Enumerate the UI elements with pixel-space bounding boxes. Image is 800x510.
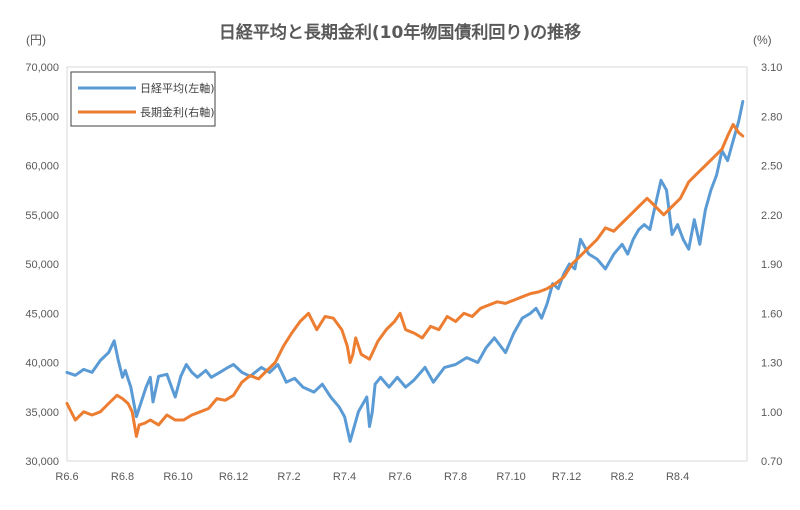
- y-left-tick-label: 30,000: [25, 456, 59, 468]
- x-axis: R6.6 R6.8 R6.10 R6.12 R7.2 R7.4 R7.6 R7.8 R7.10 R…: [55, 471, 689, 483]
- right-axis-unit: (%): [753, 33, 772, 47]
- y-left-tick-label: 35,000: [25, 407, 59, 419]
- x-tick-label: R7.6: [388, 471, 411, 483]
- left-axis: 30,000 35,000 40,000 45,000 50,000 55,000 60,0…: [25, 62, 59, 468]
- series-line-nikkei: [65, 100, 745, 443]
- y-left-tick-label: 70,000: [25, 62, 59, 74]
- y-right-tick-label: 1.90: [761, 259, 782, 271]
- chart-title: 日経平均と長期金利(10年物国債利回り)の推移: [219, 22, 581, 43]
- series-line-yield: [65, 123, 745, 438]
- x-tick-label: R6.12: [219, 471, 248, 483]
- y-left-tick-label: 55,000: [25, 210, 59, 222]
- y-right-tick-label: 2.50: [761, 161, 782, 173]
- y-left-tick-label: 45,000: [25, 308, 59, 320]
- y-right-tick-label: 3.10: [761, 62, 782, 74]
- y-right-tick-label: 2.20: [761, 210, 782, 222]
- plot-area: [66, 66, 748, 462]
- right-axis: 0.70 1.00 1.30 1.60 1.90 2.20 2.50 2.80 3.10: [761, 62, 782, 468]
- legend-label-yield: 長期金利(右軸): [140, 105, 215, 119]
- series-lines: [65, 100, 745, 443]
- x-tick-label: R8.2: [610, 471, 633, 483]
- y-right-tick-label: 1.60: [761, 308, 782, 320]
- x-tick-label: R7.12: [552, 471, 581, 483]
- x-tick-label: R6.10: [163, 471, 192, 483]
- legend-box: [70, 71, 216, 127]
- legend: 日経平均(左軸) 長期金利(右軸): [70, 71, 216, 127]
- x-tick-label: R7.2: [277, 471, 300, 483]
- y-right-tick-label: 0.70: [761, 456, 782, 468]
- legend-label-nikkei: 日経平均(左軸): [140, 81, 215, 95]
- y-right-tick-label: 1.00: [761, 407, 782, 419]
- y-left-tick-label: 50,000: [25, 259, 59, 271]
- left-axis-unit: (円): [26, 33, 46, 47]
- y-left-tick-label: 60,000: [25, 161, 59, 173]
- x-tick-label: R7.8: [444, 471, 467, 483]
- y-left-tick-label: 40,000: [25, 358, 59, 370]
- y-right-tick-label: 2.80: [761, 111, 782, 123]
- x-tick-label: R6.6: [55, 471, 78, 483]
- y-right-tick-label: 1.30: [761, 358, 782, 370]
- x-tick-label: R6.8: [111, 471, 134, 483]
- x-tick-label: R7.4: [333, 471, 356, 483]
- x-tick-label: R8.4: [666, 471, 689, 483]
- x-tick-label: R7.10: [496, 471, 525, 483]
- y-left-tick-label: 65,000: [25, 111, 59, 123]
